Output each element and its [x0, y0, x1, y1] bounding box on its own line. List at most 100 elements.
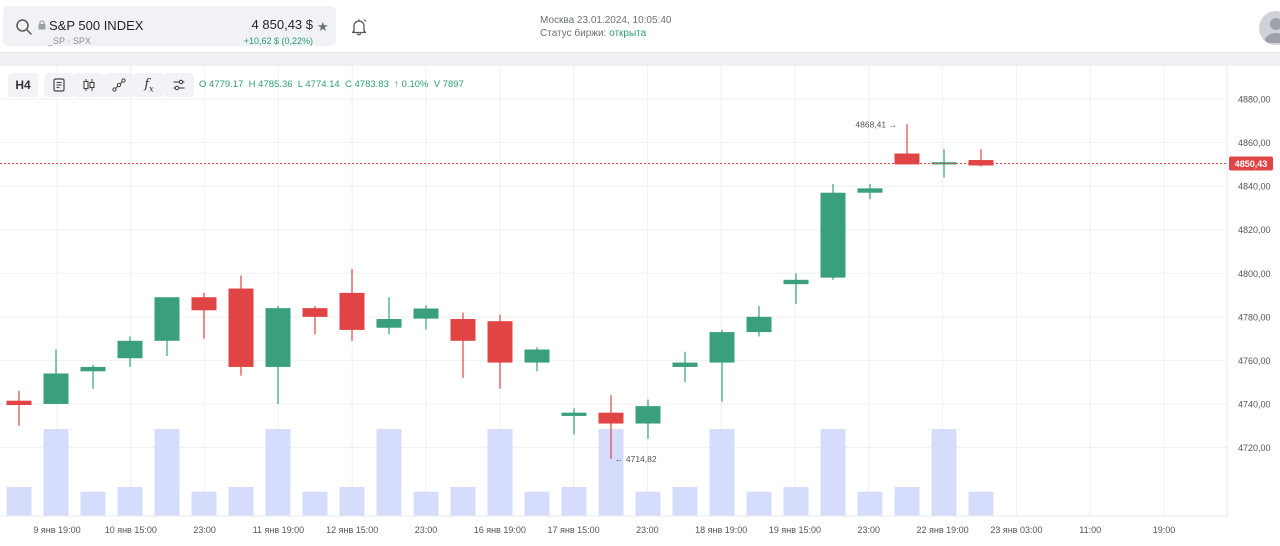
market-clock: Москва 23.01.2024, 10:05:40 [540, 15, 672, 26]
candle-down [487, 314, 513, 389]
candle-up [43, 349, 69, 404]
avatar[interactable] [1259, 11, 1280, 45]
time-tick-label: 23:00 [193, 525, 216, 535]
price-tick-label: 4880,00 [1238, 95, 1271, 105]
candle-body [857, 188, 883, 193]
volume-bar [302, 491, 328, 516]
time-tick-label: 11 янв 19:00 [253, 525, 305, 535]
candle-body [117, 340, 143, 359]
volume-bar [450, 487, 476, 516]
time-tick-label: 17 янв 15:00 [548, 525, 600, 535]
price-tick-label: 4720,00 [1238, 443, 1271, 453]
volume-bar [413, 491, 439, 516]
candle-up [154, 297, 180, 357]
function-icon: fx [144, 76, 154, 94]
candle-down [302, 305, 328, 335]
drawing-tools-button[interactable] [104, 73, 134, 97]
indicator-template-button[interactable] [44, 73, 74, 97]
low-label: L [297, 79, 303, 90]
ohlc-legend: O 4779.17 H 4785.36 L 4774.14 C 4783.83 … [199, 79, 464, 90]
candlestick-chart[interactable]: 4720,00 4740,00 4760,00 4780,00 4800,00 4820,… [0, 66, 1280, 546]
candle-down [450, 312, 476, 378]
volume-bars [6, 429, 994, 516]
candle-body [228, 288, 254, 367]
exchange-status-label: Статус биржи: [540, 28, 607, 39]
time-tick-label: 11:00 [1079, 525, 1101, 535]
time-tick-label: 23:00 [415, 525, 438, 535]
current-price-label: 4850,43 [1235, 159, 1268, 169]
time-tick-label: 19 янв 15:00 [769, 525, 821, 535]
volume-bar [117, 487, 143, 516]
candle-body [154, 297, 180, 341]
candle-body [709, 332, 735, 363]
volume-bar [894, 487, 920, 516]
candle-up [117, 336, 143, 367]
volume-bar [820, 429, 846, 516]
timeframe-button[interactable]: H4 [8, 73, 38, 97]
price-tick-label: 4740,00 [1238, 399, 1271, 409]
chart-annotations: 4850,43 4868,41 → ← 4714,82 [0, 119, 1273, 464]
volume-bar [672, 487, 698, 516]
volume-bar [746, 491, 772, 516]
volume-bar [857, 491, 883, 516]
time-tick-label: 22 янв 19:00 [917, 525, 969, 535]
volume-bar [524, 491, 550, 516]
candle-down [228, 275, 254, 376]
volume-bar [191, 491, 217, 516]
trend-line-icon [112, 78, 126, 92]
chart-type-button[interactable] [74, 73, 104, 97]
star-icon[interactable]: ★ [317, 19, 329, 34]
candle-up [376, 297, 402, 335]
candle-up [413, 305, 439, 330]
candle-up [524, 347, 550, 372]
volume-bar [228, 487, 254, 516]
volume-bar [154, 429, 180, 516]
candle-down [894, 124, 920, 165]
high-annotation: 4868,41 → [855, 119, 897, 129]
candle-body [376, 319, 402, 328]
indicators-button[interactable]: fx [134, 73, 164, 97]
price-axis: 4720,00 4740,00 4760,00 4780,00 4800,00 4820,… [1226, 66, 1271, 516]
price-tick-label: 4860,00 [1238, 138, 1271, 148]
time-tick-label: 10 янв 15:00 [105, 525, 157, 535]
time-tick-label: 16 янв 19:00 [474, 525, 526, 535]
candle-up [746, 305, 772, 337]
candle-body [783, 279, 809, 285]
candle-body [968, 160, 994, 166]
candle-body [339, 292, 365, 330]
ticker-card[interactable]: S&P 500 INDEX _SP · SPX 4 850,43 $ +10,6… [3, 6, 336, 46]
app-header: S&P 500 INDEX _SP · SPX 4 850,43 $ +10,6… [0, 0, 1280, 53]
price-tick-label: 4820,00 [1238, 225, 1271, 235]
candle-body [191, 297, 217, 311]
chart-grid [0, 66, 1227, 516]
volume-bar [783, 487, 809, 516]
candle-down [191, 292, 217, 339]
candle-up [265, 305, 291, 404]
candle-body [746, 316, 772, 333]
bell-alert-icon[interactable] [350, 18, 368, 36]
candle-down [968, 149, 994, 167]
volume-bar [6, 487, 32, 516]
candle-body [524, 349, 550, 363]
price-tick-label: 4840,00 [1238, 182, 1271, 192]
candle-up [635, 399, 661, 439]
candle-down [598, 395, 624, 459]
volume-bar [968, 491, 994, 516]
volume-bar [265, 429, 291, 516]
candle-body [265, 308, 291, 367]
candle-up [672, 351, 698, 383]
volume-bar [931, 429, 957, 516]
candle-body [820, 192, 846, 278]
open-value: 4779.17 [209, 79, 244, 90]
candle-up [783, 273, 809, 304]
candle-body [561, 412, 587, 416]
price-tick-label: 4800,00 [1238, 269, 1271, 279]
current-price-tag [1229, 156, 1273, 171]
candle-body [43, 373, 69, 404]
candle-body [635, 406, 661, 424]
search-icon[interactable] [15, 18, 33, 36]
high-value: 4785.36 [258, 79, 293, 90]
candle-body [598, 412, 624, 424]
candle-down [339, 268, 365, 341]
chart-settings-button[interactable] [164, 73, 194, 97]
